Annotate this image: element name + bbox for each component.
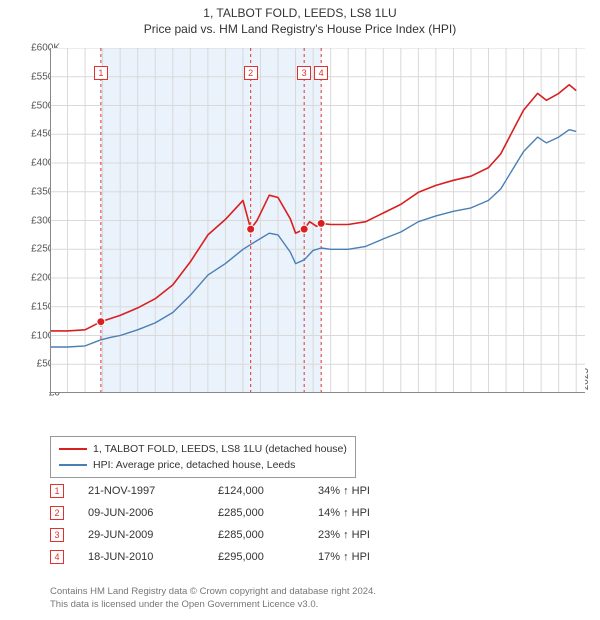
sale-row-price: £124,000 — [218, 485, 318, 497]
up-arrow-icon: ↑ — [343, 551, 349, 563]
sale-marker-box: 1 — [94, 66, 108, 80]
footer-line2: This data is licensed under the Open Gov… — [50, 599, 376, 612]
sale-row-date: 21-NOV-1997 — [88, 485, 218, 497]
sale-marker-box: 4 — [314, 66, 328, 80]
legend-item-hpi: HPI: Average price, detached house, Leed… — [59, 457, 347, 473]
sale-row-pct: 17% ↑ HPI — [318, 551, 428, 563]
sale-row-date: 29-JUN-2009 — [88, 529, 218, 541]
sale-row-price: £295,000 — [218, 551, 318, 563]
legend-swatch-property — [59, 448, 87, 450]
sale-row-pct: 23% ↑ HPI — [318, 529, 428, 541]
title-address: 1, TALBOT FOLD, LEEDS, LS8 1LU — [0, 6, 600, 20]
sale-row: 4 18-JUN-2010£295,00017% ↑ HPI — [50, 546, 428, 568]
sale-row: 3 29-JUN-2009£285,00023% ↑ HPI — [50, 524, 428, 546]
up-arrow-icon: ↑ — [343, 485, 349, 497]
sale-row-date: 18-JUN-2010 — [88, 551, 218, 563]
chart-area — [50, 48, 585, 393]
sale-row-price: £285,000 — [218, 507, 318, 519]
footer-line1: Contains HM Land Registry data © Crown c… — [50, 586, 376, 599]
sale-marker-box: 2 — [244, 66, 258, 80]
legend-label-hpi: HPI: Average price, detached house, Leed… — [93, 459, 295, 471]
sale-row-date: 09-JUN-2006 — [88, 507, 218, 519]
sale-row-price: £285,000 — [218, 529, 318, 541]
sale-table: 1 21-NOV-1997£124,00034% ↑ HPI 2 09-JUN-200… — [50, 480, 428, 568]
sale-row: 2 09-JUN-2006£285,00014% ↑ HPI — [50, 502, 428, 524]
sale-row-index: 2 — [50, 506, 64, 520]
title-block: 1, TALBOT FOLD, LEEDS, LS8 1LU Price pai… — [0, 0, 600, 36]
sale-row-pct: 34% ↑ HPI — [318, 485, 428, 497]
legend-label-property: 1, TALBOT FOLD, LEEDS, LS8 1LU (detached… — [93, 443, 347, 455]
sale-marker-box: 3 — [297, 66, 311, 80]
page-root: 1, TALBOT FOLD, LEEDS, LS8 1LU Price pai… — [0, 0, 600, 620]
up-arrow-icon: ↑ — [343, 507, 349, 519]
legend-swatch-hpi — [59, 464, 87, 466]
sale-row-index: 4 — [50, 550, 64, 564]
up-arrow-icon: ↑ — [343, 529, 349, 541]
chart-svg — [50, 48, 585, 393]
legend: 1, TALBOT FOLD, LEEDS, LS8 1LU (detached… — [50, 436, 356, 478]
title-subtitle: Price paid vs. HM Land Registry's House … — [0, 22, 600, 36]
footer: Contains HM Land Registry data © Crown c… — [50, 586, 376, 612]
sale-row-index: 3 — [50, 528, 64, 542]
legend-item-property: 1, TALBOT FOLD, LEEDS, LS8 1LU (detached… — [59, 441, 347, 457]
sale-row-pct: 14% ↑ HPI — [318, 507, 428, 519]
sale-row-index: 1 — [50, 484, 64, 498]
sale-row: 1 21-NOV-1997£124,00034% ↑ HPI — [50, 480, 428, 502]
